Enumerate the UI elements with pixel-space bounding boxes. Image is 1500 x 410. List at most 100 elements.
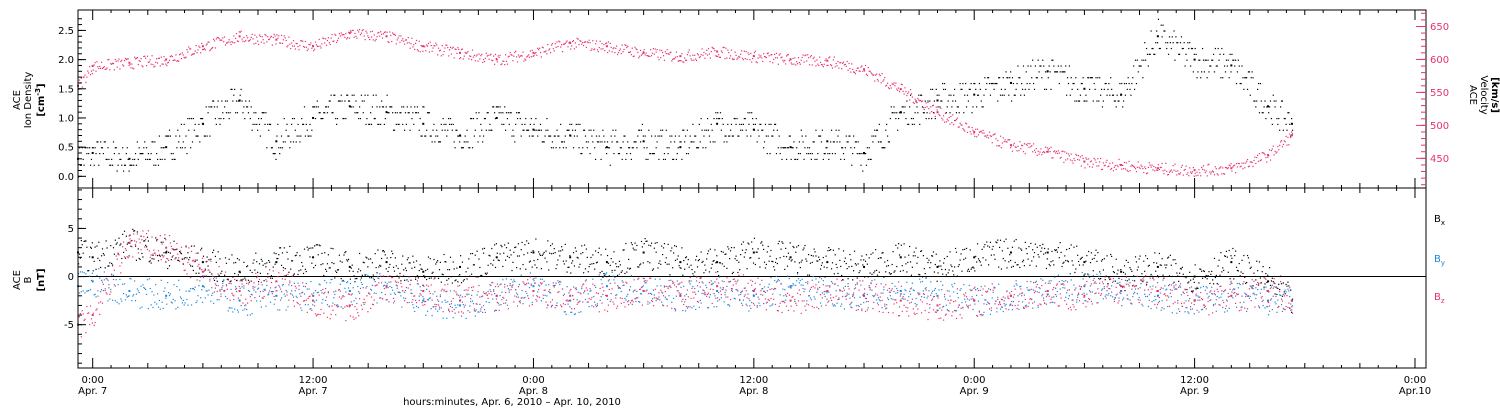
series-by-sample: [547, 304, 549, 307]
top-series-0-sample: [653, 152, 655, 155]
series-bx-sample: [936, 280, 938, 282]
series-bx-sample: [85, 240, 87, 242]
series-by-sample: [148, 278, 150, 280]
top-series-1-sample: [808, 64, 811, 66]
top-series-0-sample: [1176, 42, 1178, 44]
top-series-1-sample: [710, 51, 712, 53]
top-series-1-sample: [314, 41, 317, 43]
top-series-1-sample: [429, 41, 431, 43]
top-series-1-sample: [850, 71, 852, 73]
top-series-1-sample: [224, 36, 226, 38]
series-bx-sample: [572, 260, 574, 262]
top-series-1-sample: [1104, 164, 1106, 166]
series-bx-sample: [375, 267, 377, 269]
series-bx-sample: [898, 254, 901, 256]
top-series-1-sample: [991, 142, 993, 144]
series-bx-sample: [274, 263, 276, 265]
top-series-1-sample: [1050, 146, 1052, 148]
series-by-sample: [239, 287, 241, 289]
top-series-0-sample: [398, 123, 400, 126]
series-bx-sample: [319, 245, 321, 247]
top-series-1-sample: [1055, 150, 1058, 153]
top-series-1-sample: [121, 59, 123, 61]
series-by-sample: [517, 296, 520, 298]
series-bx-sample: [1131, 270, 1133, 273]
series-bx-sample: [364, 275, 366, 277]
top-series-1-sample: [1236, 166, 1239, 168]
top-series-0-sample: [688, 147, 690, 149]
top-series-1-sample: [615, 47, 617, 49]
top-series-0-sample: [685, 152, 688, 155]
top-series-0-sample: [746, 135, 748, 137]
top-series-1-sample: [695, 59, 698, 62]
top-series-0-sample: [1100, 88, 1103, 90]
top-series-1-sample: [1017, 145, 1019, 147]
top-series-0-sample: [1012, 82, 1014, 85]
top-series-1-sample: [445, 44, 447, 46]
series-bx-sample: [926, 257, 928, 259]
series-by-sample: [403, 297, 405, 299]
top-series-1-sample: [909, 89, 912, 91]
top-series-1-sample: [739, 56, 741, 58]
series-bx-sample: [825, 255, 827, 257]
top-series-0-sample: [443, 123, 445, 126]
top-series-1-sample: [628, 51, 630, 53]
series-bx-sample: [954, 247, 957, 250]
top-series-0-sample: [531, 135, 533, 137]
top-series-0-sample: [502, 112, 504, 114]
top-series-0-sample: [476, 117, 478, 120]
top-series-1-sample: [635, 48, 637, 50]
top-series-0-sample: [335, 117, 337, 120]
series-bx-sample: [341, 261, 343, 263]
top-series-0-sample: [919, 123, 921, 126]
top-series-1-sample: [485, 52, 487, 54]
series-bx-sample: [153, 258, 155, 260]
top-series-0-sample: [774, 123, 777, 126]
series-by-sample: [572, 286, 575, 288]
top-series-0-sample: [819, 135, 821, 137]
series-by-sample: [546, 295, 548, 297]
series-bx-sample: [1282, 282, 1284, 284]
series-bx-sample: [606, 254, 609, 257]
series-bx-sample: [118, 237, 120, 239]
top-series-1-sample: [1167, 174, 1169, 176]
series-bx-sample: [103, 254, 105, 256]
top-series-0-sample: [799, 152, 801, 155]
series-bx-sample: [332, 248, 334, 250]
top-series-1-sample: [1046, 147, 1048, 149]
top-series-0-sample: [332, 112, 334, 114]
top-series-0-sample: [1140, 65, 1142, 67]
series-by-sample: [267, 294, 269, 296]
series-bx-sample: [937, 272, 939, 274]
series-bx-sample: [953, 274, 955, 276]
series-bx-sample: [652, 268, 655, 270]
top-series-1-point: [165, 58, 168, 61]
series-by-sample: [145, 293, 148, 296]
series-by-sample: [468, 293, 470, 295]
top-series-1-sample: [459, 58, 461, 60]
top-series-1-sample: [94, 62, 96, 64]
series-by-sample: [271, 290, 273, 293]
top-series-1-sample: [251, 33, 253, 35]
top-series-1-sample: [111, 62, 114, 64]
top-series-1-sample: [532, 55, 534, 57]
series-bx-sample: [945, 274, 947, 276]
series-bx-sample: [127, 242, 129, 244]
series-bx-sample: [668, 263, 670, 265]
top-series-0-sample: [451, 129, 453, 131]
top-series-1-sample: [689, 55, 691, 57]
top-series-0-sample: [88, 152, 90, 155]
top-series-0-sample: [481, 129, 483, 131]
series-by-sample: [495, 309, 498, 312]
top-series-0-sample: [955, 112, 958, 114]
top-series-1-sample: [574, 42, 576, 44]
series-bx-sample: [544, 257, 546, 259]
series-bx-sample: [871, 273, 873, 275]
top-series-0-sample: [1131, 82, 1133, 85]
series-bx-sample: [639, 264, 641, 266]
series-by-sample: [641, 286, 644, 288]
series-by-sample: [511, 286, 513, 288]
top-series-0-sample: [1013, 94, 1015, 96]
series-bx-sample: [1019, 266, 1021, 269]
series-bx-sample: [1257, 284, 1260, 286]
